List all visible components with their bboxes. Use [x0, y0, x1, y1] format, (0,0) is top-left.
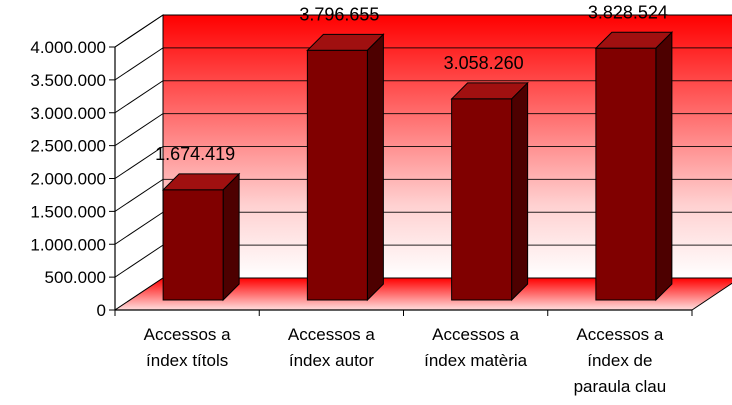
gridline-side	[114, 80, 164, 114]
gridline-side	[114, 211, 164, 245]
bar-front	[595, 47, 657, 301]
bar-side	[511, 81, 529, 302]
bar-front	[451, 98, 513, 301]
x-category-label-line: Accessos a	[288, 325, 375, 344]
y-tick-label: 1.000.000	[30, 235, 106, 254]
gridline-side	[114, 244, 164, 278]
bars	[161, 31, 674, 302]
y-tick-label: 2.500.000	[30, 137, 106, 156]
y-tick-label: 500.000	[45, 268, 106, 287]
x-category-label: Accessos a índex títols	[144, 325, 231, 370]
y-tick-label: 3.500.000	[30, 71, 106, 90]
y-tick-label: 4.000.000	[30, 38, 106, 57]
y-axis-ticks: 0 500.000 1.000.000 1.500.000 2.000.000 2.500…	[30, 38, 115, 320]
x-category-label: Accessos a índex de paraula clau	[574, 325, 667, 396]
gridline-side	[114, 14, 164, 48]
x-category-label-line: índex autor	[289, 351, 374, 370]
x-category-label-line: Accessos a	[432, 325, 519, 344]
gridline-side	[114, 113, 164, 147]
data-label: 1.674.419	[155, 144, 235, 164]
bar-front	[162, 189, 224, 301]
y-tick-label: 3.000.000	[30, 104, 106, 123]
x-category-label: Accessos a índex autor	[288, 325, 375, 370]
data-labels: 1.674.419 3.796.655 3.058.260 3.828.524	[155, 2, 668, 164]
x-category-label-line: índex títols	[146, 351, 228, 370]
bar-side	[366, 33, 384, 302]
x-category-label-line: índex matèria	[424, 351, 528, 370]
bar	[450, 81, 529, 302]
y-tick-label: 1.500.000	[30, 202, 106, 221]
gridline-side	[114, 47, 164, 81]
y-tick-label: 2.000.000	[30, 170, 106, 189]
data-label: 3.828.524	[588, 2, 668, 22]
x-category-label-line: paraula clau	[574, 377, 667, 396]
bar	[161, 172, 241, 302]
bar	[306, 33, 385, 302]
x-category-label-line: Accessos a	[144, 325, 231, 344]
bar-side	[655, 31, 673, 302]
x-axis-labels: Accessos a índex títols Accessos a índex au…	[114, 310, 693, 396]
bar-front	[306, 49, 368, 301]
y-tick-label: 0	[97, 301, 106, 320]
data-label: 3.796.655	[299, 4, 379, 24]
x-category-label: Accessos a índex matèria	[424, 325, 528, 370]
gridline-side	[114, 146, 164, 179]
x-category-label-line: Accessos a	[576, 325, 663, 344]
x-category-label-line: índex de	[587, 351, 652, 370]
bar	[594, 31, 674, 302]
gridline-side	[114, 178, 164, 212]
bar-side	[222, 172, 240, 302]
data-label: 3.058.260	[444, 53, 524, 73]
